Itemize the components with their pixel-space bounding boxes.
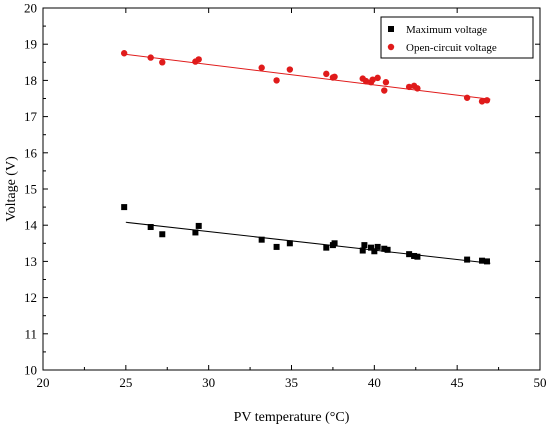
- data-point-open-circuit-voltage: [414, 85, 421, 92]
- data-point-maximum-voltage: [331, 240, 338, 247]
- trend-lines: [125, 53, 491, 264]
- data-point-open-circuit-voltage: [147, 54, 154, 61]
- data-point-open-circuit-voltage: [463, 94, 471, 101]
- data-point-open-circuit-voltage: [331, 73, 338, 80]
- y-tick-label: 18: [24, 73, 37, 88]
- tick-labels: 20 25 30 35 40 45 50 10 11 12 13 14 15 16 17 18 19 20: [24, 1, 547, 391]
- x-tick-label: 25: [119, 375, 132, 390]
- x-tick-label: 50: [534, 375, 547, 390]
- data-point-maximum-voltage: [323, 244, 330, 251]
- legend-label-open-circuit-voltage: Open-circuit voltage: [406, 42, 497, 54]
- x-axis-title: PV temperature (°C): [234, 410, 350, 425]
- data-point-maximum-voltage: [414, 253, 421, 260]
- legend-label-maximum-voltage: Maximum voltage: [406, 24, 487, 36]
- data-point-maximum-voltage: [192, 229, 199, 236]
- y-tick-label: 12: [24, 290, 37, 305]
- y-tick-label: 10: [24, 363, 37, 378]
- data-point-open-circuit-voltage: [273, 77, 280, 84]
- data-point-open-circuit-voltage: [286, 66, 294, 73]
- y-tick-label: 11: [24, 326, 37, 341]
- y-tick-label: 16: [24, 145, 38, 160]
- data-point-maximum-voltage: [195, 222, 202, 229]
- data-point-maximum-voltage: [371, 248, 378, 255]
- data-points: [120, 50, 491, 265]
- data-point-maximum-voltage: [361, 242, 368, 249]
- x-tick-label: 45: [451, 375, 464, 390]
- data-point-open-circuit-voltage: [382, 79, 390, 86]
- data-point-open-circuit-voltage: [258, 64, 265, 71]
- data-point-maximum-voltage: [384, 246, 391, 253]
- x-tick-label: 30: [202, 375, 215, 390]
- axes-ticks: [42, 7, 541, 371]
- data-point-maximum-voltage: [159, 231, 166, 238]
- data-point-maximum-voltage: [273, 243, 280, 250]
- data-point-open-circuit-voltage: [483, 97, 491, 104]
- data-point-maximum-voltage: [381, 245, 388, 252]
- y-tick-label: 15: [24, 182, 37, 197]
- data-point-open-circuit-voltage: [362, 77, 370, 85]
- data-point-maximum-voltage: [359, 247, 366, 254]
- data-point-maximum-voltage: [121, 204, 128, 211]
- data-point-open-circuit-voltage: [159, 59, 166, 66]
- legend-circle-marker-icon: [387, 43, 395, 51]
- data-point-open-circuit-voltage: [369, 76, 376, 83]
- data-point-maximum-voltage: [147, 224, 154, 231]
- y-tick-label: 17: [24, 109, 38, 124]
- y-tick-label: 13: [24, 254, 37, 269]
- data-point-maximum-voltage: [406, 251, 413, 258]
- data-point-open-circuit-voltage: [374, 74, 381, 82]
- data-point-maximum-voltage: [479, 257, 486, 264]
- y-tick-label: 20: [24, 1, 37, 16]
- data-point-maximum-voltage: [411, 252, 418, 259]
- x-tick-label: 35: [285, 375, 298, 390]
- data-point-open-circuit-voltage: [195, 56, 202, 63]
- y-tick-label: 14: [24, 218, 38, 233]
- y-axis-title: Voltage (V): [4, 156, 19, 222]
- data-point-maximum-voltage: [286, 240, 293, 247]
- trend-line-open-circuit-voltage: [125, 53, 491, 100]
- data-point-open-circuit-voltage: [478, 98, 486, 105]
- data-point-open-circuit-voltage: [323, 70, 330, 78]
- data-point-maximum-voltage: [483, 258, 490, 265]
- plot-area-frame: [42, 7, 541, 371]
- data-point-open-circuit-voltage: [405, 83, 413, 91]
- data-point-open-circuit-voltage: [120, 50, 128, 57]
- y-tick-label: 19: [24, 37, 37, 52]
- legend-square-marker-icon: [388, 26, 394, 32]
- x-tick-label: 20: [37, 375, 50, 390]
- trend-line-maximum-voltage: [125, 221, 491, 264]
- x-tick-label: 40: [368, 375, 381, 390]
- legend-box: [380, 16, 534, 59]
- data-point-open-circuit-voltage: [381, 87, 388, 94]
- data-point-maximum-voltage: [258, 236, 265, 243]
- legend: Maximum voltage Open-circuit voltage: [380, 16, 534, 59]
- data-point-maximum-voltage: [374, 243, 381, 250]
- data-point-maximum-voltage: [464, 256, 471, 263]
- data-point-maximum-voltage: [368, 244, 375, 251]
